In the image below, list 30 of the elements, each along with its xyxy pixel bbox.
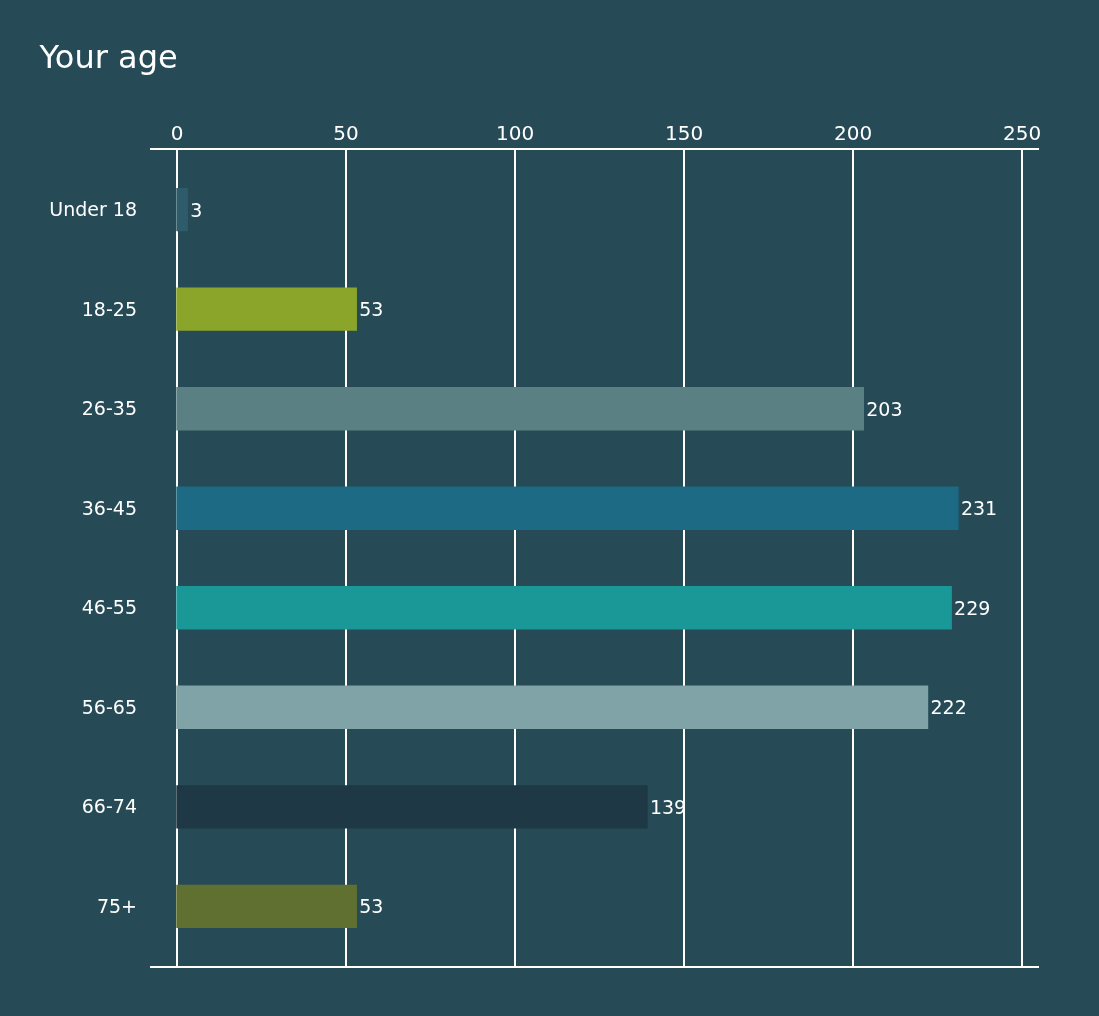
chart-title: Your age	[38, 38, 178, 77]
x-tick-label: 250	[1003, 121, 1042, 146]
y-tick-label: 56-65	[81, 695, 137, 718]
y-tick-label: 18-25	[81, 297, 137, 320]
data-label: 53	[359, 895, 384, 918]
bar	[176, 486, 959, 530]
bar	[176, 188, 188, 232]
bar	[176, 785, 648, 829]
y-tick-label: 46-55	[81, 596, 137, 619]
y-tick-label: 26-35	[81, 397, 137, 420]
bar	[176, 884, 357, 928]
data-label: 53	[359, 298, 384, 321]
x-tick-label: 200	[834, 121, 873, 146]
bar	[176, 586, 952, 630]
y-tick-label: 75+	[96, 894, 137, 917]
y-tick-label: Under 18	[49, 198, 137, 221]
y-tick-label: 66-74	[81, 795, 137, 818]
data-label: 203	[866, 397, 903, 420]
data-label: 231	[960, 497, 998, 520]
data-label: 3	[190, 198, 203, 221]
x-tick-label: 150	[664, 121, 704, 146]
y-tick-label: 36-45	[81, 496, 137, 519]
bar	[176, 287, 357, 331]
data-label: 222	[930, 696, 967, 719]
bar	[176, 685, 929, 729]
data-label: 229	[954, 596, 991, 619]
bar	[176, 387, 864, 431]
x-tick-label: 50	[333, 121, 359, 146]
x-tick-label: 0	[170, 121, 184, 146]
x-tick-label: 100	[495, 121, 535, 146]
